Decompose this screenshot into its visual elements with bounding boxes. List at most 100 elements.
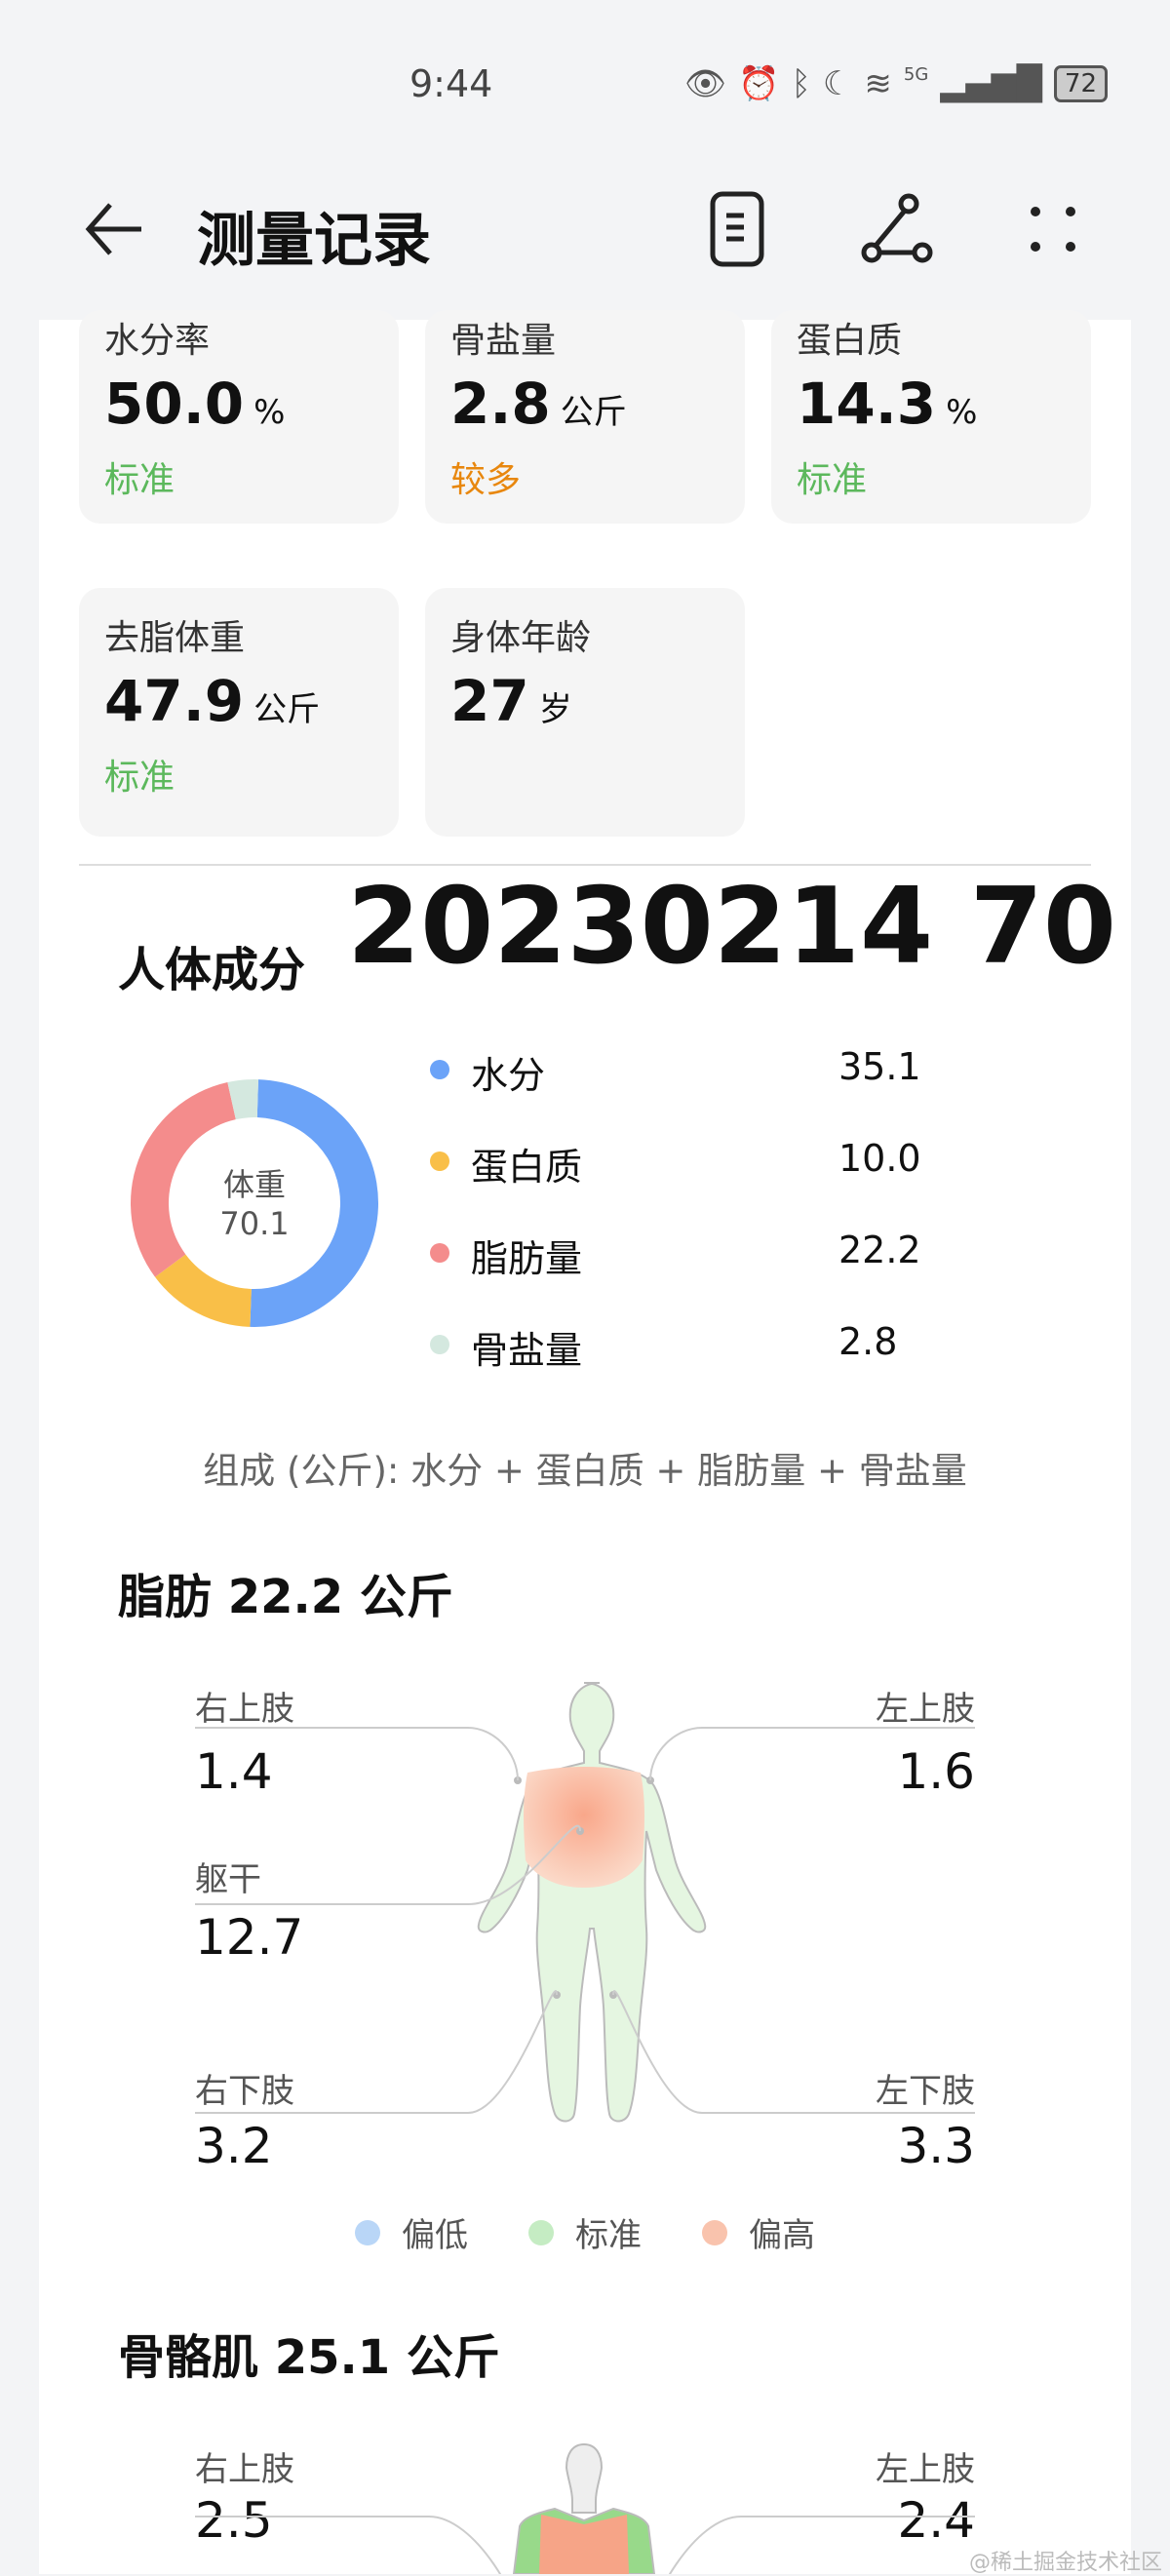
legend-value: 22.2 xyxy=(838,1229,921,1271)
segment-value: 3.3 xyxy=(897,2118,975,2174)
metric-status: 标准 xyxy=(104,460,176,500)
metric-label: 去脂体重 xyxy=(104,618,246,658)
metric-label: 骨盐量 xyxy=(450,321,557,361)
status-legend-item: 标准 xyxy=(528,2208,642,2256)
network-label: 5G xyxy=(903,64,929,85)
metric-card[interactable]: 水分率 50.0% 标准 xyxy=(79,310,399,524)
fat-title: 脂肪 22.2 公斤 xyxy=(118,1570,453,1624)
page-title: 测量记录 xyxy=(197,207,431,275)
metric-status: 较多 xyxy=(450,460,522,500)
legend-row: 蛋白质 10.0 xyxy=(430,1137,976,1189)
segment-label: 左上肢 xyxy=(876,1690,975,1729)
segment-value: 2.4 xyxy=(897,2492,975,2549)
segment-leader-line xyxy=(195,1903,468,1905)
donut-center: 体重 70.1 xyxy=(128,1160,381,1242)
composition-overlay-text: 20230214 70 xyxy=(347,866,1117,988)
muscle-body-figure xyxy=(512,2442,656,2574)
legend-label: 蛋白质 xyxy=(471,1146,583,1189)
segment-leader-line xyxy=(702,1727,975,1729)
moon-icon: ☾ xyxy=(822,64,853,103)
legend-label: 偏低 xyxy=(402,2216,468,2255)
metric-card[interactable]: 蛋白质 14.3% 标准 xyxy=(771,310,1091,524)
segment-value: 1.4 xyxy=(195,1743,273,1800)
legend-value: 2.8 xyxy=(838,1320,898,1363)
segment-label: 躯干 xyxy=(195,1860,261,1899)
segment-leader-line xyxy=(195,1727,468,1729)
legend-dot xyxy=(430,1335,449,1354)
composition-note: 组成 (公斤): 水分 + 蛋白质 + 脂肪量 + 骨盐量 xyxy=(203,1450,967,1492)
metric-unit: % xyxy=(254,393,286,432)
donut-center-label: 体重 xyxy=(222,1166,286,1203)
legend-dot xyxy=(528,2219,554,2245)
donut-slice xyxy=(227,1079,258,1120)
metric-unit: 岁 xyxy=(538,690,572,729)
donut-center-value: 70.1 xyxy=(219,1205,290,1242)
status-legend-item: 偏低 xyxy=(355,2208,468,2256)
share-button[interactable] xyxy=(858,190,936,268)
segment-value: 2.5 xyxy=(195,2492,273,2549)
legend-dot xyxy=(702,2219,727,2245)
status-time: 9:44 xyxy=(410,62,493,105)
watermark: @稀土掘金技术社区 xyxy=(968,2551,1162,2575)
metric-value: 27 岁 xyxy=(450,668,572,734)
status-icons: 👁 ⏰ ᛒ ☾ ≋ 5G ▂▄▆█ 72 xyxy=(684,64,1108,103)
alarm-icon: ⏰ xyxy=(738,64,780,103)
legend-dot xyxy=(430,1151,449,1171)
segment-leader-line xyxy=(702,2112,975,2114)
metric-card[interactable]: 骨盐量 2.8 公斤 较多 xyxy=(425,310,745,524)
bluetooth-icon: ᛒ xyxy=(791,64,811,103)
more-dots-icon xyxy=(1031,207,1075,252)
divider xyxy=(79,864,1091,866)
segment-label: 右上肢 xyxy=(195,2450,294,2489)
legend-row: 水分 35.1 xyxy=(430,1045,976,1097)
composition-title: 人体成分 xyxy=(118,943,306,997)
battery-icon: 72 xyxy=(1053,65,1108,102)
segment-value: 1.6 xyxy=(897,1743,975,1800)
more-button[interactable] xyxy=(1014,190,1092,268)
segment-label: 左下肢 xyxy=(876,2072,975,2111)
metric-value: 50.0% xyxy=(104,371,286,437)
legend-dot xyxy=(355,2219,380,2245)
legend-label: 水分 xyxy=(471,1054,546,1097)
legend-dot xyxy=(430,1243,449,1263)
segment-value: 3.2 xyxy=(195,2118,273,2174)
marker-dot xyxy=(514,1776,522,1784)
metric-status: 标准 xyxy=(104,758,176,798)
eye-icon: 👁 xyxy=(684,64,727,103)
legend-value: 35.1 xyxy=(838,1045,921,1088)
metric-unit: 公斤 xyxy=(254,690,321,729)
metric-value: 14.3% xyxy=(797,371,978,437)
legend-dot xyxy=(430,1060,449,1079)
signal-icon: ▂▄▆█ xyxy=(940,64,1042,103)
status-legend-item: 偏高 xyxy=(702,2208,815,2256)
back-arrow-icon xyxy=(85,203,141,255)
donut-slice xyxy=(155,1254,252,1327)
metric-unit: 公斤 xyxy=(560,393,627,432)
donut-slice xyxy=(250,1079,378,1327)
donut-slice xyxy=(131,1082,236,1277)
metric-value: 2.8 公斤 xyxy=(450,371,627,437)
wifi-icon: ≋ xyxy=(864,64,892,103)
metric-label: 水分率 xyxy=(104,321,211,361)
back-button[interactable] xyxy=(76,190,154,268)
legend-row: 骨盐量 2.8 xyxy=(430,1320,976,1372)
segment-label: 右下肢 xyxy=(195,2072,294,2111)
report-button[interactable] xyxy=(699,190,777,268)
muscle-title: 骨骼肌 25.1 公斤 xyxy=(118,2330,500,2385)
share-icon xyxy=(861,193,933,263)
segment-leader-line xyxy=(741,2516,975,2517)
legend-value: 10.0 xyxy=(838,1137,921,1180)
metric-card[interactable]: 去脂体重 47.9 公斤 标准 xyxy=(79,588,399,837)
report-scroll-icon xyxy=(710,191,764,267)
segment-leader-line xyxy=(195,2112,468,2114)
metric-value: 47.9 公斤 xyxy=(104,668,321,734)
metric-label: 身体年龄 xyxy=(450,618,592,658)
metric-card[interactable]: 身体年龄 27 岁 xyxy=(425,588,745,837)
legend-row: 脂肪量 22.2 xyxy=(430,1229,976,1280)
segment-value: 12.7 xyxy=(195,1909,304,1966)
legend-label: 脂肪量 xyxy=(471,1237,583,1280)
metric-status: 标准 xyxy=(797,460,868,500)
composition-donut-chart xyxy=(131,1079,378,1327)
segment-label: 右上肢 xyxy=(195,1690,294,1729)
metric-unit: % xyxy=(946,393,978,432)
